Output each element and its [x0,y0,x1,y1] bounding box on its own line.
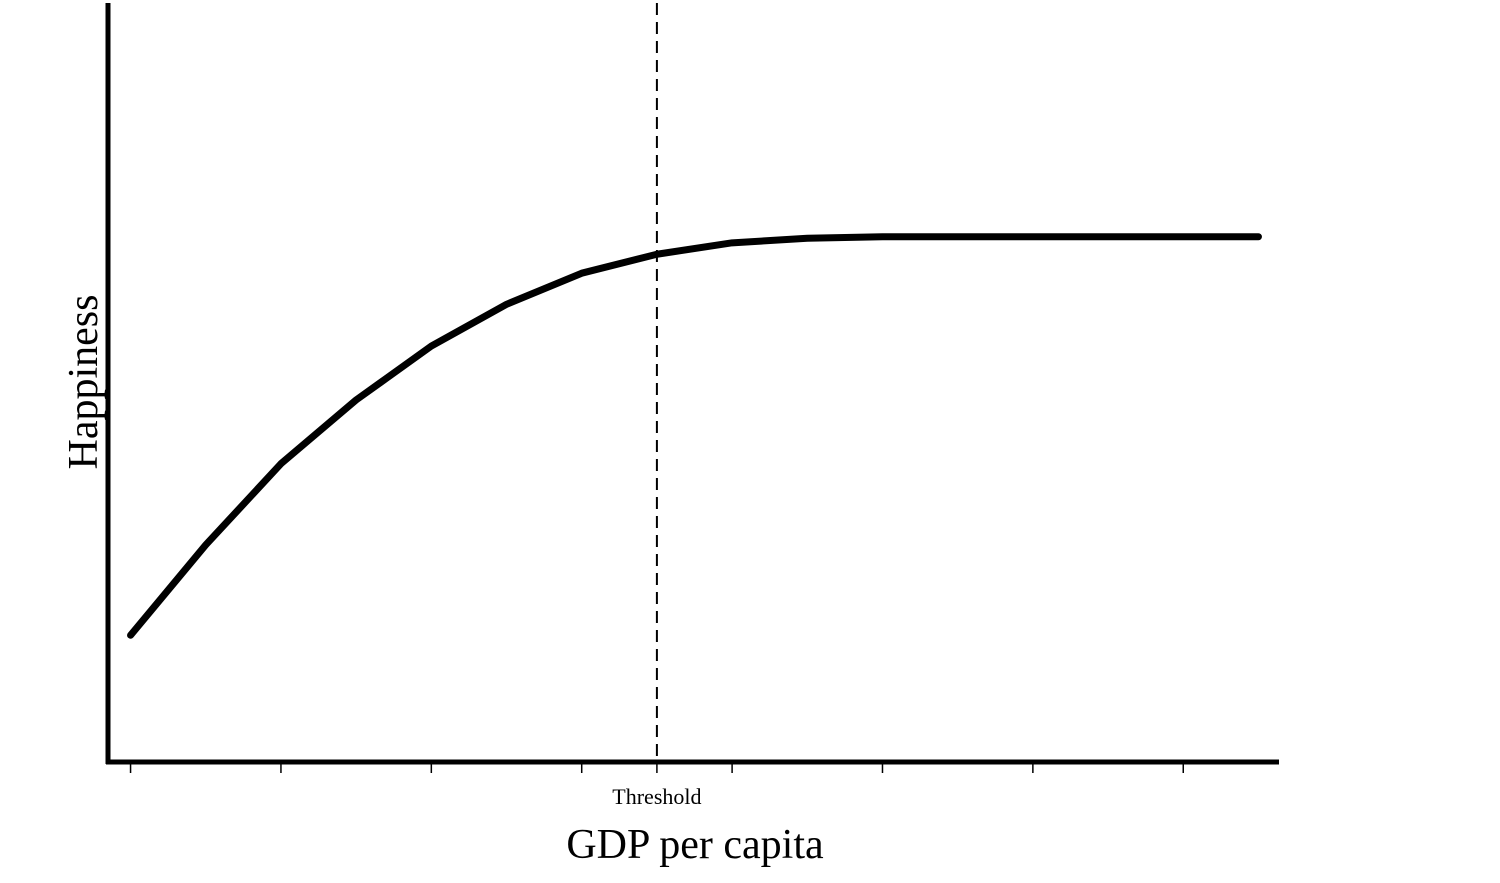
x-axis-title: GDP per capita [566,822,824,868]
data-line [127,233,1262,639]
y-axis-title: Happiness [61,295,107,470]
x-tick-label: Threshold [612,784,701,809]
